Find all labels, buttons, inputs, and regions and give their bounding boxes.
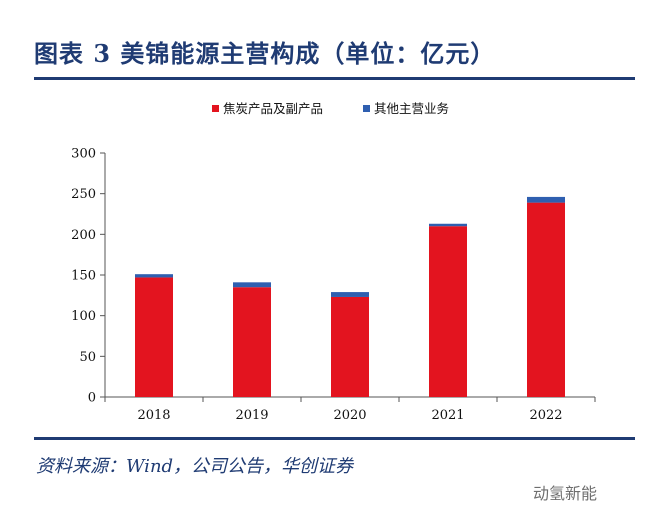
- bar-segment: [527, 196, 565, 203]
- bar-segment: [233, 287, 271, 397]
- chart-title: 图表 3 美锦能源主营构成（单位：亿元）: [34, 39, 496, 68]
- x-tick-label: 2021: [431, 408, 464, 423]
- bar-segment: [331, 292, 369, 297]
- x-tick-label: 2020: [333, 408, 366, 423]
- y-tick-label: 250: [71, 187, 96, 202]
- bar-chart: 焦炭产品及副产品 其他主营业务 0 50 100 150 200 250 300 2018 201…: [71, 101, 596, 423]
- title-divider: [34, 77, 635, 80]
- x-tick-label: 2019: [235, 408, 268, 423]
- bar-segment: [429, 223, 467, 227]
- bars: [135, 196, 565, 397]
- legend-swatch: [363, 105, 370, 112]
- y-tick-label: 200: [71, 228, 96, 243]
- y-tick-label: 150: [71, 269, 96, 284]
- bar-segment: [135, 277, 173, 397]
- legend: 焦炭产品及副产品 其他主营业务: [212, 101, 449, 116]
- x-tick-label: 2018: [137, 408, 170, 423]
- bar-segment: [233, 282, 271, 288]
- y-tick-label: 50: [79, 350, 96, 365]
- y-tick-label: 100: [71, 309, 96, 324]
- bar-segment: [331, 296, 369, 397]
- source-note: 资料来源：Wind，公司公告，华创证券: [36, 456, 354, 477]
- bar-segment: [527, 202, 565, 397]
- bar-segment: [429, 226, 467, 397]
- watermark-text: 动氢新能: [533, 484, 598, 503]
- legend-label: 其他主营业务: [374, 101, 449, 116]
- source-divider: [34, 437, 635, 440]
- axes: 0 50 100 150 200 250 300 2018 2019 2020 2021 2022: [71, 147, 596, 423]
- x-tick-label: 2022: [529, 408, 562, 423]
- legend-label: 焦炭产品及副产品: [223, 101, 323, 116]
- bar-segment: [135, 274, 173, 278]
- legend-swatch: [212, 105, 219, 112]
- y-tick-label: 0: [88, 391, 96, 406]
- y-tick-label: 300: [71, 147, 96, 162]
